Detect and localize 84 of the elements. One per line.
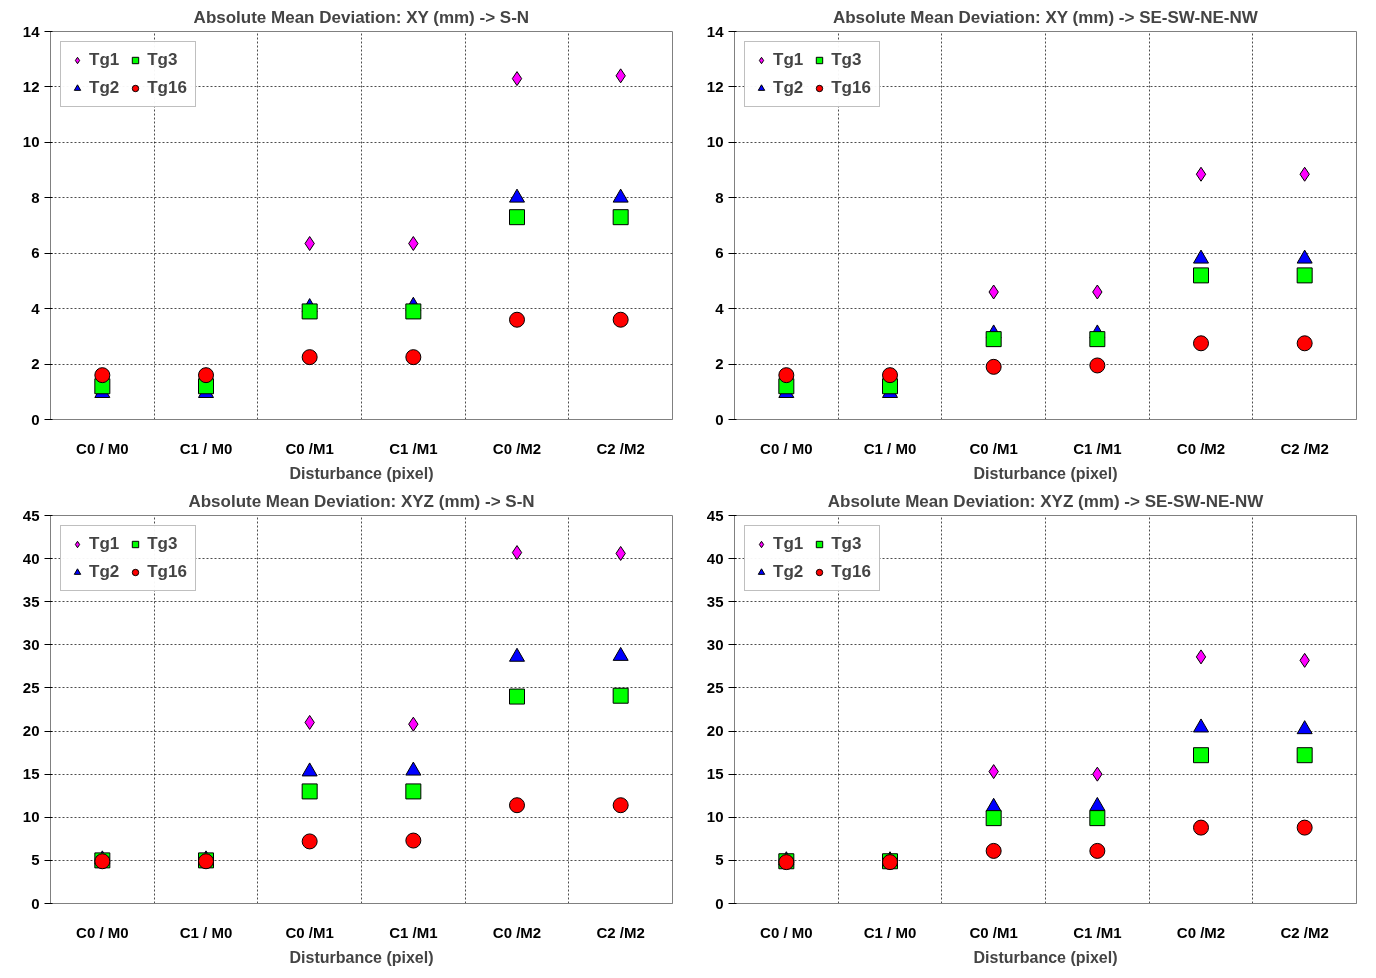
y-tick-label: 45 (706, 506, 724, 524)
y-tick-label: 10 (706, 808, 724, 826)
x-tick-label: C0 /M1 (969, 439, 1018, 457)
x-tick-label: C1 /M1 (1073, 923, 1122, 941)
legend-label: Tg1 (89, 534, 120, 554)
y-tick-label: 30 (22, 635, 40, 653)
y-tick-label: 25 (706, 678, 724, 696)
y-tick-label: 35 (22, 592, 40, 610)
y-tick-label: 0 (715, 410, 724, 428)
x-axis-title: Disturbance (pixel) (289, 464, 434, 482)
y-tick-label: 10 (22, 133, 40, 151)
y-tick-label: 15 (22, 765, 40, 783)
legend-label: Tg2 (773, 78, 804, 98)
x-tick-label: C2 /M2 (596, 923, 645, 941)
x-tick-label: C0 /M2 (1176, 923, 1226, 941)
legend-label: Tg1 (89, 50, 120, 70)
y-tick-label: 20 (22, 722, 40, 740)
x-tick-label: C0 /M2 (1176, 439, 1226, 457)
legend-label: Tg16 (831, 562, 871, 582)
x-tick-label: C2 /M2 (596, 439, 645, 457)
x-tick-label: C0 / M0 (76, 439, 129, 457)
x-tick-label: C0 / M0 (760, 439, 813, 457)
y-tick-label: 14 (22, 22, 41, 40)
x-tick-label: C1 / M0 (863, 439, 917, 457)
y-tick-label: 6 (715, 244, 724, 262)
legend-label: Tg3 (147, 50, 178, 70)
y-tick-label: 40 (22, 549, 40, 567)
legend-label: Tg3 (831, 50, 862, 70)
y-tick-label: 5 (715, 851, 724, 869)
y-tick-label: 12 (22, 77, 40, 95)
x-axis-title: Disturbance (pixel) (973, 464, 1118, 482)
x-tick-label: C1 /M1 (389, 923, 438, 941)
y-tick-label: 14 (706, 22, 725, 40)
legend-label: Tg16 (831, 78, 871, 98)
x-tick-label: C0 /M1 (285, 923, 334, 941)
y-tick-label: 6 (31, 244, 40, 262)
y-tick-label: 4 (31, 299, 41, 317)
legend-label: Tg2 (773, 562, 804, 582)
legend-label: Tg1 (773, 50, 804, 70)
x-tick-label: C0 /M1 (969, 923, 1018, 941)
x-tick-label: C1 / M0 (179, 439, 233, 457)
y-tick-label: 10 (22, 808, 40, 826)
chart-title: Absolute Mean Deviation: XY (mm) -> SE-SW-NE-NW (832, 7, 1259, 27)
legend-label: Tg1 (773, 534, 804, 554)
x-axis-title: Disturbance (pixel) (289, 948, 434, 966)
x-tick-label: C1 / M0 (863, 923, 917, 941)
y-tick-label: 5 (31, 851, 40, 869)
y-tick-label: 12 (706, 77, 724, 95)
x-tick-label: C2 /M2 (1280, 923, 1329, 941)
y-tick-label: 0 (715, 894, 724, 912)
x-tick-label: C1 /M1 (1073, 439, 1122, 457)
y-tick-label: 8 (715, 188, 724, 206)
legend-label: Tg3 (831, 534, 862, 554)
x-tick-label: C1 /M1 (389, 439, 438, 457)
x-tick-label: C0 / M0 (76, 923, 129, 941)
y-tick-label: 0 (31, 410, 40, 428)
legend-label: Tg2 (89, 78, 120, 98)
y-tick-label: 25 (22, 678, 40, 696)
chart-title: Absolute Mean Deviation: XYZ (mm) -> S-N (188, 491, 535, 511)
x-tick-label: C1 / M0 (179, 923, 233, 941)
x-tick-label: C0 /M1 (285, 439, 334, 457)
y-tick-label: 10 (706, 133, 724, 151)
y-tick-label: 4 (715, 299, 725, 317)
legend-label: Tg16 (147, 78, 187, 98)
x-tick-label: C2 /M2 (1280, 439, 1329, 457)
y-tick-label: 15 (706, 765, 724, 783)
y-tick-label: 8 (31, 188, 40, 206)
x-tick-label: C0 /M2 (492, 923, 542, 941)
y-tick-label: 35 (706, 592, 724, 610)
chart-title: Absolute Mean Deviation: XY (mm) -> S-N (193, 7, 530, 27)
y-tick-label: 0 (31, 894, 40, 912)
y-tick-label: 45 (22, 506, 40, 524)
chart-title: Absolute Mean Deviation: XYZ (mm) -> SE-SW-NE-NW (827, 491, 1265, 511)
y-tick-label: 40 (706, 549, 724, 567)
y-tick-label: 30 (706, 635, 724, 653)
y-tick-label: 20 (706, 722, 724, 740)
y-tick-label: 2 (31, 355, 40, 373)
x-tick-label: C0 / M0 (760, 923, 813, 941)
y-tick-label: 2 (715, 355, 724, 373)
x-tick-label: C0 /M2 (492, 439, 542, 457)
legend-label: Tg2 (89, 562, 120, 582)
x-axis-title: Disturbance (pixel) (973, 948, 1118, 966)
legend-label: Tg16 (147, 562, 187, 582)
legend-label: Tg3 (147, 534, 178, 554)
